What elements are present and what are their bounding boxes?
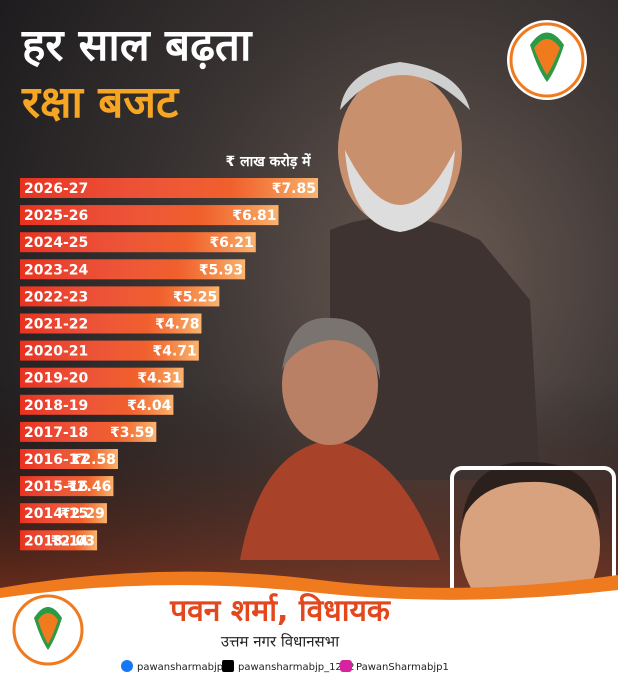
x-icon <box>222 660 234 672</box>
social-handle[interactable]: pawansharmabjp <box>137 662 223 673</box>
bar-glow <box>20 340 199 361</box>
social-handle[interactable]: PawanSharmabjp1 <box>356 662 449 673</box>
bar-glow <box>20 232 256 253</box>
year-label: 2016-17 <box>24 452 88 468</box>
value-label: ₹2.03 <box>51 533 95 549</box>
portrait-man <box>330 62 540 480</box>
year-label: 2024-25 <box>24 235 88 251</box>
year-label: 2018-19 <box>24 398 88 414</box>
bar-group: 2026-27 ₹7.85 2025-26 ₹6.81 2024-25 ₹6.21 2023… <box>20 178 318 551</box>
bar-glow <box>20 367 184 388</box>
value-label: ₹4.04 <box>127 398 172 414</box>
value-label: ₹4.31 <box>137 371 181 387</box>
value-label: ₹5.25 <box>173 289 217 305</box>
year-label: 2014-15 <box>24 506 88 522</box>
facebook-icon <box>121 660 133 672</box>
bar-glow <box>20 421 157 442</box>
footer-name: पवन शर्मा, विधायक <box>169 593 391 629</box>
value-label: ₹6.21 <box>209 235 253 251</box>
bar-glow <box>20 205 279 226</box>
bar-glow <box>20 313 202 334</box>
year-label: 2017-18 <box>24 425 88 441</box>
portrait-woman <box>240 317 440 560</box>
unit-label: ₹ लाख करोड़ में <box>226 153 312 170</box>
social-handle[interactable]: pawansharmabjp_1212 <box>238 662 355 673</box>
bar-glow <box>20 178 318 198</box>
bar-glow <box>20 286 220 307</box>
value-label: ₹2.29 <box>61 506 105 522</box>
value-label: ₹2.58 <box>72 452 116 468</box>
year-label: 2015-16 <box>24 479 88 495</box>
value-label: ₹6.81 <box>232 208 276 224</box>
value-label: ₹4.78 <box>155 317 199 333</box>
year-label: 2023-24 <box>24 262 89 278</box>
subtitle: रक्षा बजट <box>21 77 180 128</box>
year-label: 2021-22 <box>24 317 88 333</box>
value-label: ₹2.46 <box>67 479 111 495</box>
logo-top <box>507 20 587 100</box>
year-label: 2013-14 <box>24 533 89 549</box>
footer-band <box>0 585 618 680</box>
year-label: 2025-26 <box>24 208 88 224</box>
title: हर साल बढ़ता <box>21 20 253 71</box>
bar-glow <box>20 259 246 280</box>
footer-constituency: उत्तम नगर विधानसभा <box>221 633 340 651</box>
bar-glow <box>20 476 114 497</box>
value-label: ₹7.85 <box>272 181 316 197</box>
bar-glow <box>20 394 174 415</box>
year-label: 2022-23 <box>24 289 88 305</box>
bar-glow <box>20 449 118 469</box>
value-label: ₹4.71 <box>153 344 197 360</box>
value-label: ₹5.93 <box>199 262 243 278</box>
social-row: pawansharmabjp pawansharmabjp_1212 Pawan… <box>121 660 449 673</box>
instagram-icon <box>340 660 352 672</box>
year-label: 2020-21 <box>24 344 88 360</box>
year-label: 2026-27 <box>24 181 88 197</box>
value-label: ₹3.59 <box>110 425 154 441</box>
year-label: 2019-20 <box>24 371 89 387</box>
bar-glow <box>20 503 107 524</box>
logo-bottom <box>12 594 84 666</box>
bar-glow <box>20 530 98 551</box>
